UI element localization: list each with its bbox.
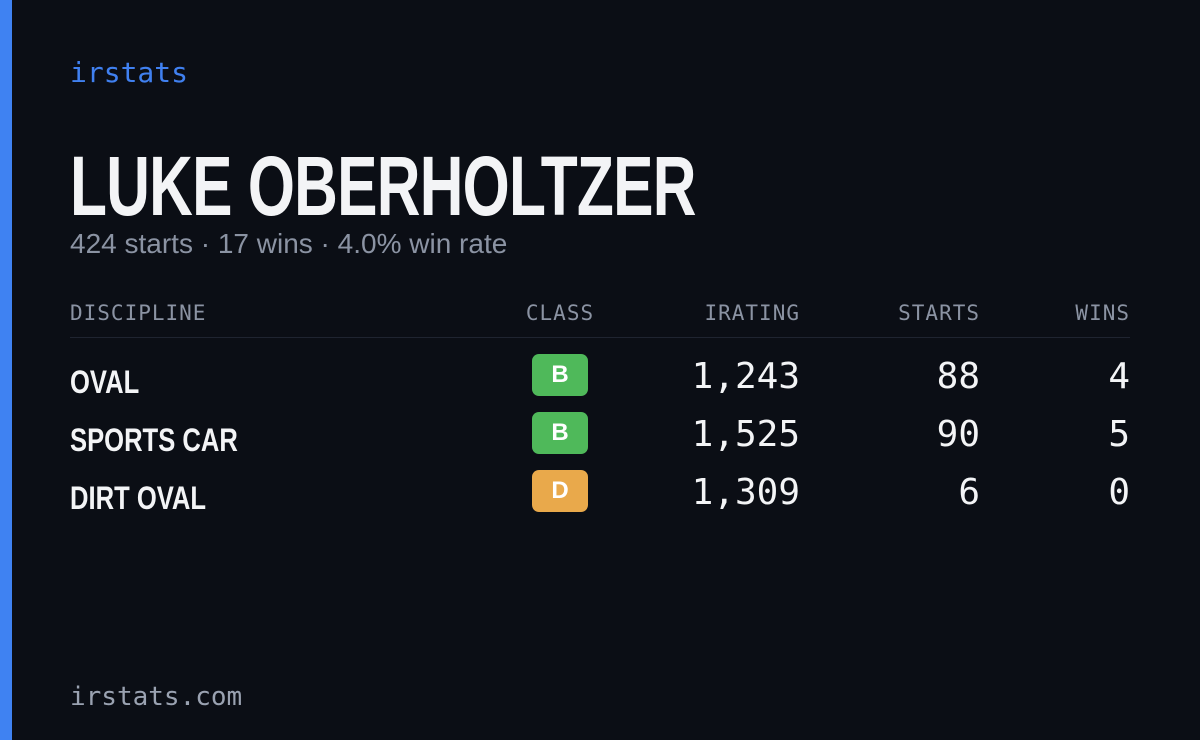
driver-name: LUKE OBERHOLTZER [70,139,696,233]
column-header: STARTS [898,301,980,325]
class-badge: B [532,354,588,396]
class-badge: B [532,412,588,454]
starts: 6 [958,472,980,513]
column-header: WINS [1075,301,1130,325]
accent-stripe [0,0,12,740]
column-header: DISCIPLINE [70,301,207,325]
wins: 0 [1108,472,1130,513]
irating: 1,525 [691,414,800,455]
wins: 4 [1108,356,1130,397]
irating: 1,309 [691,472,800,513]
footer: irstats.com [70,682,243,712]
discipline: DIRT OVAL [70,480,207,516]
header-rule [70,337,1130,338]
driver-summary: 424 starts · 17 wins · 4.0% win rate [70,228,508,259]
discipline: SPORTS CAR [70,422,238,458]
column-header: CLASS [525,301,595,325]
brand: irstats [70,56,189,89]
column-header: IRATING [704,301,800,325]
starts: 88 [936,356,980,397]
irating: 1,243 [691,356,800,397]
class-badge: D [532,470,588,512]
starts: 90 [936,414,980,455]
wins: 5 [1108,414,1130,455]
discipline: OVAL [70,364,140,400]
